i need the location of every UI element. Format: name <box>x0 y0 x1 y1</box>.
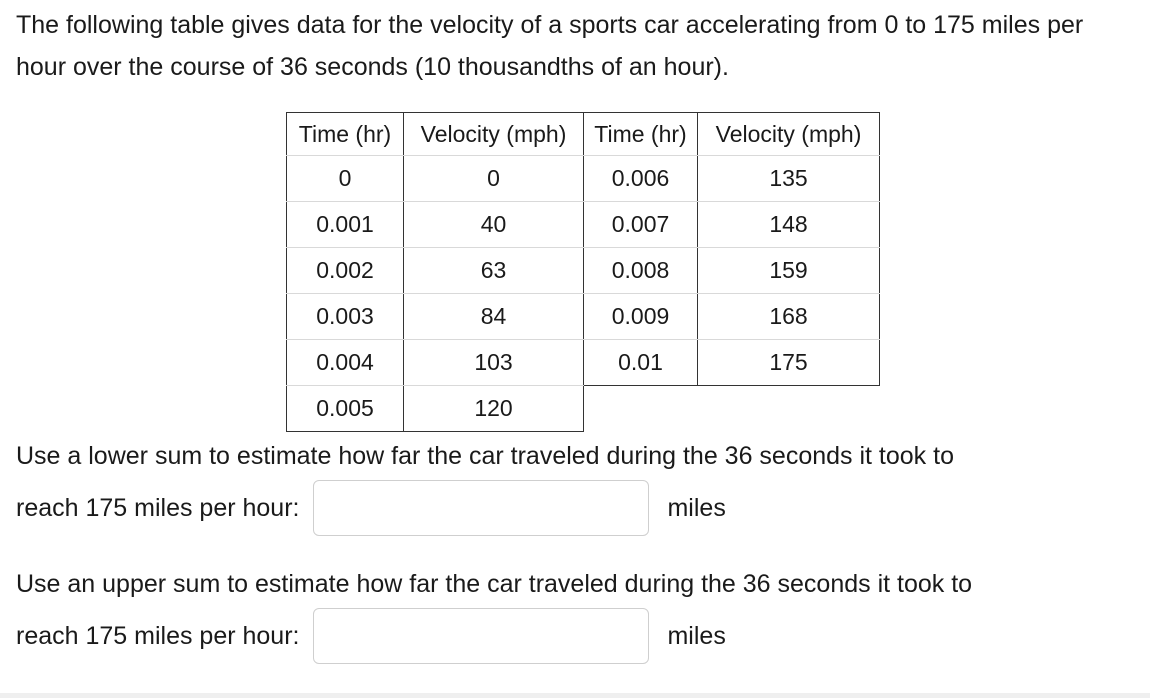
table-cell: 135 <box>697 155 880 202</box>
upper-sum-answer-row: reach 175 miles per hour: miles <box>16 608 1136 664</box>
velocity-table: Time (hr) Velocity (mph) Time (hr) Veloc… <box>286 112 880 432</box>
table-cell: 175 <box>697 339 880 386</box>
table-cell: 0.001 <box>286 201 404 248</box>
table-cell-empty <box>584 386 698 432</box>
upper-sum-prompt: Use an upper sum to estimate how far the… <box>16 570 973 598</box>
table-cell: 0.004 <box>286 339 404 386</box>
table-cell: 0.002 <box>286 247 404 294</box>
upper-sum-unit: miles <box>667 622 726 650</box>
table-header-row: Time (hr) Velocity (mph) Time (hr) Veloc… <box>286 112 880 156</box>
lower-sum-input[interactable] <box>313 480 650 536</box>
header-velocity-2: Velocity (mph) <box>697 112 880 156</box>
table-row: 0.005 120 <box>286 385 880 432</box>
table-cell: 0.01 <box>583 339 698 386</box>
table-cell: 0.007 <box>583 201 698 248</box>
upper-sum-input[interactable] <box>313 608 650 664</box>
table-cell-empty <box>698 386 880 432</box>
header-time-1: Time (hr) <box>286 112 404 156</box>
table-row: 0 0 0.006 135 <box>286 155 880 202</box>
table-cell: 40 <box>403 201 584 248</box>
table-cell: 148 <box>697 201 880 248</box>
lower-sum-question: Use a lower sum to estimate how far the … <box>16 432 1136 536</box>
table-row: 0.001 40 0.007 148 <box>286 201 880 248</box>
table-cell: 159 <box>697 247 880 294</box>
lower-sum-prompt-end: reach 175 miles per hour: <box>16 494 300 522</box>
lower-sum-answer-row: reach 175 miles per hour: miles <box>16 480 1136 536</box>
table-cell: 0 <box>286 155 404 202</box>
table-cell: 0.003 <box>286 293 404 340</box>
bottom-divider <box>0 693 1150 698</box>
table-cell: 0 <box>403 155 584 202</box>
table-cell: 0.008 <box>583 247 698 294</box>
header-time-2: Time (hr) <box>583 112 698 156</box>
upper-sum-prompt-end: reach 175 miles per hour: <box>16 622 300 650</box>
table-cell: 0.006 <box>583 155 698 202</box>
table-row: 0.002 63 0.008 159 <box>286 247 880 294</box>
table-cell: 84 <box>403 293 584 340</box>
table-cell: 103 <box>403 339 584 386</box>
table-row: 0.003 84 0.009 168 <box>286 293 880 340</box>
table-cell: 0.005 <box>286 385 404 432</box>
problem-intro: The following table gives data for the v… <box>16 11 1084 81</box>
lower-sum-prompt: Use a lower sum to estimate how far the … <box>16 442 954 470</box>
lower-sum-unit: miles <box>667 494 726 522</box>
table-cell: 63 <box>403 247 584 294</box>
table-cell: 168 <box>697 293 880 340</box>
table-cell: 0.009 <box>583 293 698 340</box>
table-row: 0.004 103 0.01 175 <box>286 339 880 386</box>
header-velocity-1: Velocity (mph) <box>403 112 584 156</box>
table-cell: 120 <box>403 385 584 432</box>
upper-sum-question: Use an upper sum to estimate how far the… <box>16 560 1136 664</box>
